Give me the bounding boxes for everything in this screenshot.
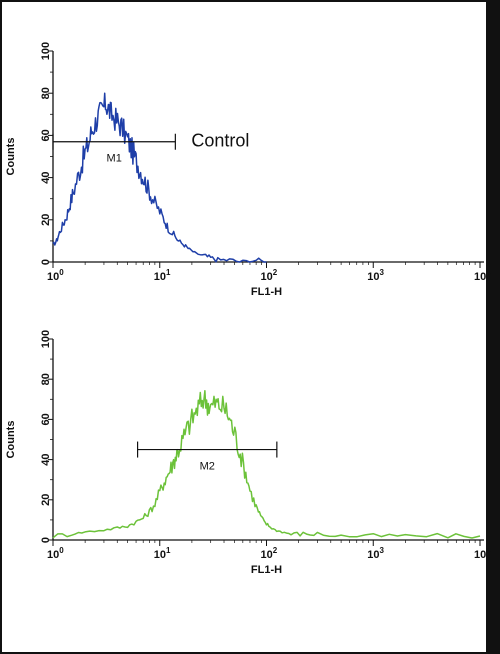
x-tick-base: 10 [474,271,486,283]
y-tick-label: 0 [40,259,52,265]
x-tick-base: 10 [154,271,166,283]
x-tick-exponent: 4 [486,268,491,277]
x-tick-exponent: 1 [166,546,171,555]
histogram-series-line [52,389,481,539]
y-tick-label: 80 [40,87,52,99]
x-tick-base: 10 [367,549,379,561]
x-tick-label: 103 [367,268,384,283]
y-axis-label: Counts [5,138,17,176]
x-tick-exponent: 3 [380,546,385,555]
x-axis-label: FL1-H [251,564,282,576]
y-tick-label: 40 [40,453,52,465]
marker-label: M1 [107,153,122,165]
x-tick-label: 100 [47,268,64,283]
y-tick-label: 20 [40,214,52,226]
x-tick-label: 100 [47,546,64,561]
x-tick-base: 10 [367,271,379,283]
right-edge-bar [486,0,500,654]
x-tick-base: 10 [154,549,166,561]
x-tick-label: 104 [474,268,491,283]
y-tick-label: 40 [40,171,52,183]
x-tick-label: 101 [154,268,171,283]
y-tick-label: 100 [40,42,52,60]
y-tick-label: 0 [40,537,52,543]
histogram-series-line [52,92,267,263]
x-tick-label: 102 [261,546,278,561]
x-tick-exponent: 1 [166,268,171,277]
y-tick-label: 60 [40,129,52,141]
y-tick-label: 80 [40,373,52,385]
x-axis-label: FL1-H [251,286,282,298]
y-tick-label: 60 [40,413,52,425]
marker-label: M2 [200,461,215,473]
x-tick-exponent: 0 [59,546,64,555]
x-tick-exponent: 0 [59,268,64,277]
y-tick-label: 100 [40,330,52,348]
x-tick-base: 10 [474,549,486,561]
x-tick-exponent: 2 [273,268,278,277]
x-tick-base: 10 [47,549,59,561]
x-tick-base: 10 [47,271,59,283]
x-tick-exponent: 3 [380,268,385,277]
y-axis-label: Counts [5,421,17,459]
x-tick-label: 104 [474,546,491,561]
x-tick-label: 101 [154,546,171,561]
x-tick-exponent: 2 [273,546,278,555]
y-tick-label: 20 [40,494,52,506]
annotation-label: Control [191,131,249,151]
x-tick-label: 103 [367,546,384,561]
x-tick-base: 10 [261,549,273,561]
x-tick-exponent: 4 [486,546,491,555]
x-tick-label: 102 [261,268,278,283]
x-tick-base: 10 [261,271,273,283]
